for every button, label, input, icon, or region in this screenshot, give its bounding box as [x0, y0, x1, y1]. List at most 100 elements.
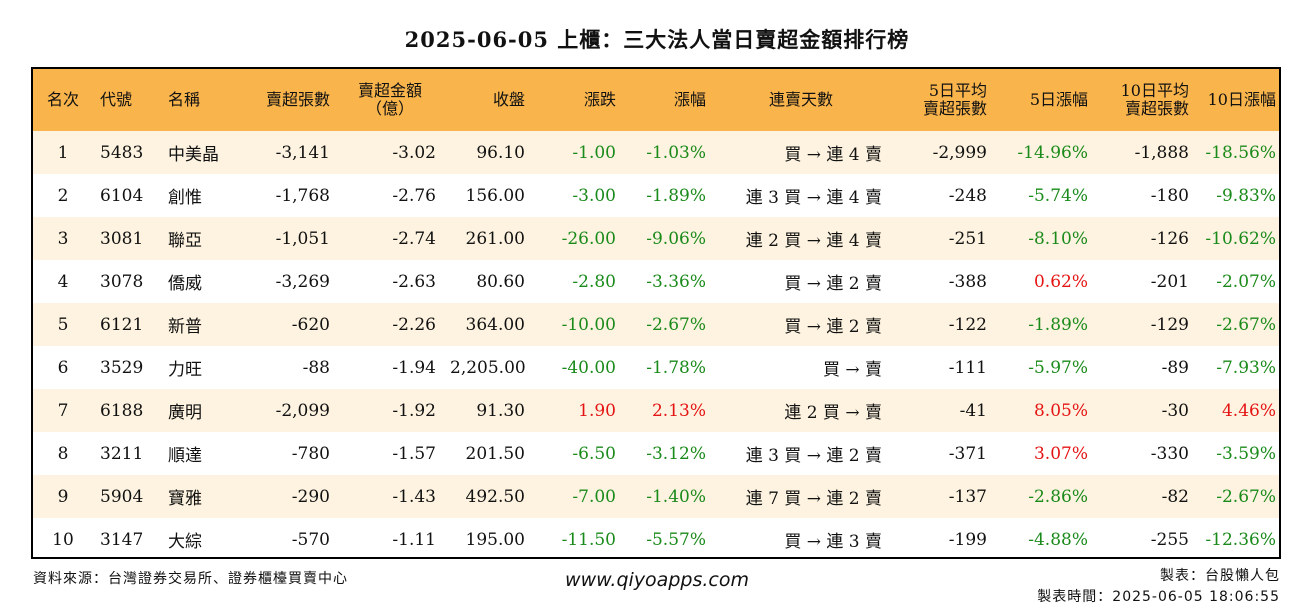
cell-avg10: -30: [1161, 400, 1189, 421]
cell-avg10: -330: [1150, 443, 1189, 464]
cell-close: 156.00: [465, 185, 525, 206]
cell-close: 96.10: [476, 142, 525, 163]
cell-pct5: 8.05%: [1033, 400, 1088, 421]
table-row: 6 3529 力旺 -88 -1.94 2,205.00 -40.00 -1.78% 買 → 賣…: [33, 346, 1279, 389]
cell-code: 6188: [100, 400, 144, 421]
cell-close: 195.00: [465, 529, 525, 550]
cell-code: 3211: [100, 443, 144, 464]
table-row: 2 6104 創惟 -1,768 -2.76 156.00 -3.00 -1.89% 連 3 買…: [33, 174, 1279, 217]
cell-pct10: -12.36%: [1205, 529, 1276, 550]
cell-close: 80.60: [476, 271, 525, 292]
cell-close: 91.30: [476, 400, 525, 421]
cell-avg10: -180: [1150, 185, 1189, 206]
cell-name: 順達: [168, 446, 202, 466]
header-avg5-line2: 賣超張數: [922, 99, 987, 118]
cell-avg5: -137: [948, 486, 987, 507]
cell-name: 新普: [168, 317, 202, 337]
cell-sell-amount: -1.11: [392, 529, 436, 550]
cell-change-pct: 2.13%: [651, 400, 706, 421]
header-rank: 名次: [46, 90, 79, 109]
cell-avg5: -2,999: [932, 142, 987, 163]
cell-avg5: -41: [959, 400, 987, 421]
header-code: 代號: [100, 90, 133, 109]
cell-pct5: -5.74%: [1028, 185, 1088, 206]
cell-change: -1.00: [572, 142, 616, 163]
cell-pct5: 0.62%: [1033, 271, 1088, 292]
cell-change-pct: -1.40%: [646, 486, 706, 507]
cell-sell-amount: -2.26: [392, 314, 436, 335]
cell-streak: 買 → 賣: [822, 360, 882, 380]
cell-pct10: -10.62%: [1205, 228, 1276, 249]
cell-change: -11.50: [561, 529, 616, 550]
cell-avg10: -89: [1161, 357, 1189, 378]
cell-name: 聯亞: [168, 231, 202, 251]
cell-name: 力旺: [168, 360, 202, 380]
cell-code: 6121: [100, 314, 144, 335]
cell-change: -2.80: [572, 271, 616, 292]
cell-change: 1.90: [578, 400, 616, 421]
cell-sell-shares: -570: [291, 529, 330, 550]
cell-sell-shares: -290: [291, 486, 330, 507]
cell-change: -7.00: [572, 486, 616, 507]
table-header-row: 名次 代號 名稱 賣超張數 賣超金額 （億） 收盤 漲跌 漲幅 連賣天數 5日平…: [33, 69, 1279, 131]
cell-sell-shares: -780: [291, 443, 330, 464]
table-row: 3 3081 聯亞 -1,051 -2.74 261.00 -26.00 -9.06% 連 2 …: [33, 217, 1279, 260]
cell-pct10: 4.46%: [1221, 400, 1276, 421]
cell-change: -40.00: [561, 357, 616, 378]
cell-avg5: -122: [948, 314, 987, 335]
cell-name: 僑威: [168, 274, 202, 294]
cell-pct5: -4.88%: [1028, 529, 1088, 550]
cell-avg5: -251: [948, 228, 987, 249]
header-pct10: 10日漲幅: [1207, 90, 1276, 109]
header-sell-amount: 賣超金額 （億）: [337, 69, 443, 131]
cell-close: 2,205.00: [450, 357, 526, 378]
cell-rank: 1: [57, 142, 69, 163]
cell-avg5: -388: [948, 271, 987, 292]
cell-code: 3147: [100, 529, 144, 550]
cell-avg10: -126: [1150, 228, 1189, 249]
cell-sell-shares: -1,051: [275, 228, 330, 249]
cell-sell-amount: -2.76: [392, 185, 436, 206]
table-row: 4 3078 僑威 -3,269 -2.63 80.60 -2.80 -3.36% 買 → 連 …: [33, 260, 1279, 303]
cell-name: 中美晶: [168, 145, 219, 165]
cell-sell-amount: -2.74: [392, 228, 436, 249]
data-source: 資料來源：台灣證券交易所、證券櫃檯買賣中心: [33, 571, 348, 587]
cell-name: 寶雅: [168, 489, 202, 509]
cell-sell-amount: -1.92: [392, 400, 436, 421]
cell-sell-shares: -88: [302, 357, 330, 378]
cell-name: 廣明: [168, 403, 202, 423]
cell-sell-shares: -3,141: [275, 142, 330, 163]
table-row: 1 5483 中美晶 -3,141 -3.02 96.10 -1.00 -1.03% 買 → 連…: [33, 131, 1279, 174]
cell-change-pct: -3.12%: [646, 443, 706, 464]
header-streak: 連賣天數: [768, 90, 833, 109]
header-sell-shares: 賣超張數: [265, 90, 330, 109]
cell-rank: 4: [57, 271, 69, 292]
cell-streak: 連 2 買 → 賣: [784, 403, 882, 423]
cell-pct5: -1.89%: [1028, 314, 1088, 335]
cell-pct5: -2.86%: [1028, 486, 1088, 507]
cell-sell-shares: -620: [291, 314, 330, 335]
cell-name: 大綜: [168, 532, 202, 552]
table-row: 5 6121 新普 -620 -2.26 364.00 -10.00 -2.67% 買 → 連 …: [33, 303, 1279, 346]
cell-sell-amount: -1.94: [392, 357, 436, 378]
cell-code: 3529: [100, 357, 144, 378]
cell-avg5: -248: [948, 185, 987, 206]
cell-rank: 2: [57, 185, 69, 206]
cell-streak: 買 → 連 2 賣: [784, 274, 882, 294]
cell-pct10: -2.67%: [1216, 486, 1276, 507]
header-avg5-line1: 5日平均: [928, 81, 987, 100]
cell-change: -26.00: [561, 228, 616, 249]
cell-sell-amount: -1.43: [392, 486, 436, 507]
cell-pct10: -9.83%: [1216, 185, 1276, 206]
header-close: 收盤: [492, 90, 525, 109]
table-row: 9 5904 寶雅 -290 -1.43 492.50 -7.00 -1.40% 連 7 買 →…: [33, 475, 1279, 518]
header-sell-amount-line2: （億）: [365, 99, 414, 118]
cell-change-pct: -1.03%: [646, 142, 706, 163]
cell-close: 261.00: [465, 228, 525, 249]
cell-avg5: -371: [948, 443, 987, 464]
website-link[interactable]: www.qiyoapps.com: [565, 569, 749, 591]
table-row: 8 3211 順達 -780 -1.57 201.50 -6.50 -3.12% 連 3 買 →…: [33, 432, 1279, 475]
cell-pct10: -2.07%: [1216, 271, 1276, 292]
cell-avg10: -255: [1150, 529, 1189, 550]
cell-avg10: -201: [1150, 271, 1189, 292]
